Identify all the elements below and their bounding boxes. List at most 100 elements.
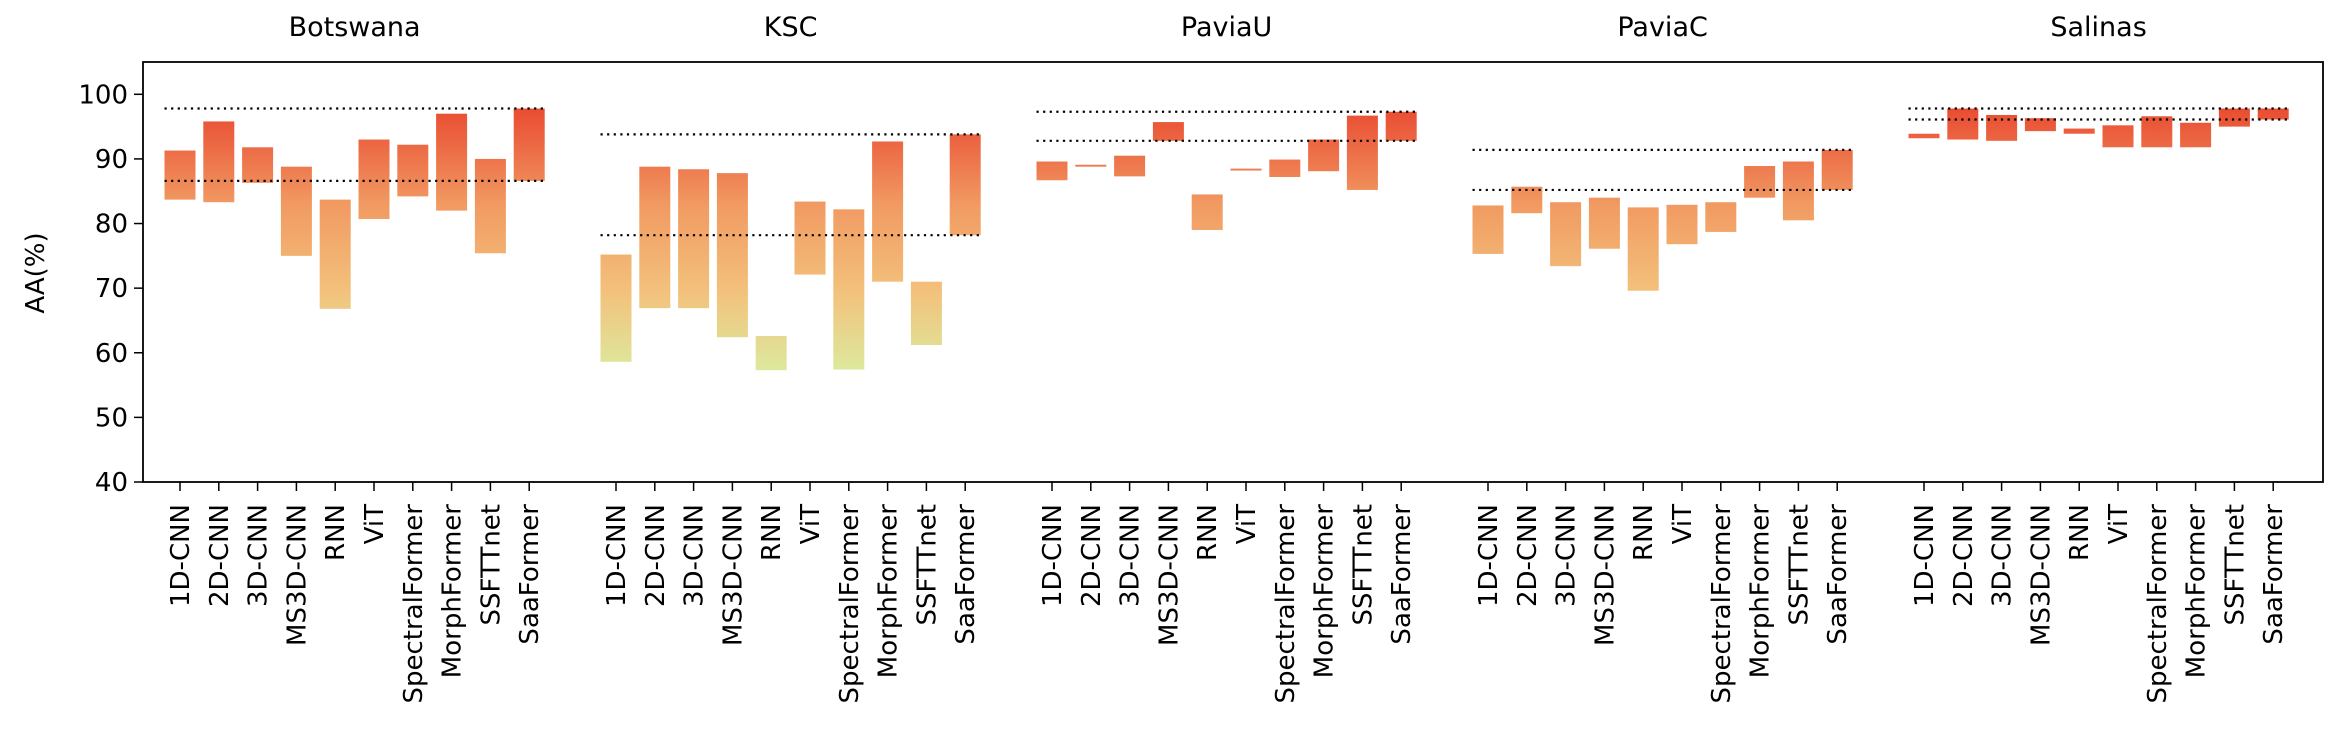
x-tick-label: 1D-CNN [1474, 504, 1504, 607]
group-title: Botswana [289, 12, 421, 43]
x-tick-label: 2D-CNN [641, 504, 671, 607]
x-tick-label: 3D-CNN [680, 504, 710, 607]
x-tick-label: ViT [360, 504, 390, 544]
x-tick-label: MS3D-CNN [1154, 504, 1184, 646]
range-bar [1152, 122, 1184, 141]
x-tick-label: SSFTTnet [1784, 504, 1814, 625]
range-bar [397, 144, 429, 197]
range-bar [1550, 202, 1582, 267]
range-bar [600, 254, 632, 362]
range-bar [280, 166, 312, 256]
x-tick-label: ViT [2104, 504, 2134, 544]
range-bar [2257, 108, 2289, 120]
y-tick-label: 90 [95, 145, 128, 175]
range-bar [1511, 186, 1543, 214]
x-tick-label: SSFTTnet [1348, 504, 1378, 625]
x-tick-label: RNN [1629, 504, 1659, 561]
axes-frame [142, 61, 2324, 483]
x-tick-label: RNN [2065, 504, 2095, 561]
range-bar [716, 173, 748, 338]
x-tick-label: ViT [1232, 504, 1262, 544]
range-bar [910, 281, 942, 346]
range-bar [1947, 108, 1979, 140]
range-bar [1075, 164, 1107, 167]
range-bar [242, 147, 274, 183]
x-tick-label: SSFTTnet [2220, 504, 2250, 625]
x-tick-label: MorphFormer [1746, 504, 1776, 679]
x-tick-label: 1D-CNN [602, 504, 632, 607]
x-tick-label: 2D-CNN [1949, 504, 1979, 607]
range-bar [1705, 202, 1737, 232]
x-tick-label: 3D-CNN [1116, 504, 1146, 607]
y-tick-label: 80 [95, 210, 128, 240]
x-tick-label: 2D-CNN [205, 504, 235, 607]
range-bar [1744, 166, 1776, 198]
range-bar [436, 113, 468, 211]
range-bar [833, 209, 865, 370]
range-bar [164, 150, 196, 200]
range-bar [2024, 118, 2056, 132]
group-title: KSC [764, 12, 818, 43]
x-tick-label: 1D-CNN [1910, 504, 1940, 607]
x-tick-label: MS3D-CNN [718, 504, 748, 646]
x-tick-label: 3D-CNN [244, 504, 274, 607]
range-bar [1588, 197, 1620, 249]
range-bar [1472, 205, 1504, 254]
range-bar [1114, 155, 1146, 177]
x-tick-label: SaaFormer [515, 504, 545, 645]
range-bar [1908, 133, 1940, 139]
x-tick-label: SaaFormer [951, 504, 981, 645]
range-bar [1627, 207, 1659, 291]
x-tick-label: RNN [321, 504, 351, 561]
group-title: PaviaC [1617, 12, 1708, 43]
x-tick-label: SaaFormer [1387, 504, 1417, 645]
y-tick-label: 70 [95, 274, 128, 304]
x-tick-label: 3D-CNN [1552, 504, 1582, 607]
range-bar [755, 335, 787, 371]
x-tick-label: SSFTTnet [912, 504, 942, 625]
x-tick-label: ViT [796, 504, 826, 544]
range-bar [513, 108, 545, 181]
y-tick-label: 100 [78, 80, 128, 110]
range-bar [2180, 122, 2212, 148]
range-bar [1230, 168, 1262, 171]
x-tick-label: RNN [1193, 504, 1223, 561]
x-tick-label: MorphFormer [438, 504, 468, 679]
range-bar [794, 201, 826, 275]
x-tick-label: SpectralFormer [1707, 504, 1737, 704]
x-tick-label: MS3D-CNN [2026, 504, 2056, 646]
x-tick-label: 1D-CNN [1038, 504, 1068, 607]
x-tick-label: MorphFormer [2182, 504, 2212, 679]
x-tick-label: RNN [757, 504, 787, 561]
y-tick-label: 50 [95, 403, 128, 433]
x-tick-label: 3D-CNN [1988, 504, 2018, 607]
x-tick-label: 2D-CNN [1513, 504, 1543, 607]
range-bar [203, 121, 235, 203]
y-axis-label: AA(%) [21, 232, 51, 313]
group-title: Salinas [2050, 12, 2146, 43]
range-bar [949, 134, 981, 236]
x-tick-label: MorphFormer [1310, 504, 1340, 679]
x-tick-label: 1D-CNN [166, 504, 196, 607]
group-title: PaviaU [1181, 12, 1272, 43]
range-bar [2063, 128, 2095, 134]
range-bar [1385, 111, 1417, 141]
range-bar [639, 166, 671, 309]
x-tick-label: MS3D-CNN [1590, 504, 1620, 646]
range-bar [474, 158, 506, 254]
x-tick-label: SpectralFormer [1271, 504, 1301, 704]
x-tick-label: ViT [1668, 504, 1698, 544]
range-bar [2102, 125, 2134, 148]
x-tick-label: MorphFormer [874, 504, 904, 679]
range-bar [2141, 116, 2173, 148]
range-bar [358, 139, 390, 220]
x-tick-label: SpectralFormer [2143, 504, 2173, 704]
range-bar [1036, 161, 1068, 181]
x-tick-label: SaaFormer [1823, 504, 1853, 645]
range-bar [1191, 194, 1223, 230]
range-bar [1666, 204, 1698, 245]
range-bar [2218, 108, 2250, 127]
x-tick-label: SaaFormer [2259, 504, 2289, 645]
range-bar [1346, 115, 1378, 190]
